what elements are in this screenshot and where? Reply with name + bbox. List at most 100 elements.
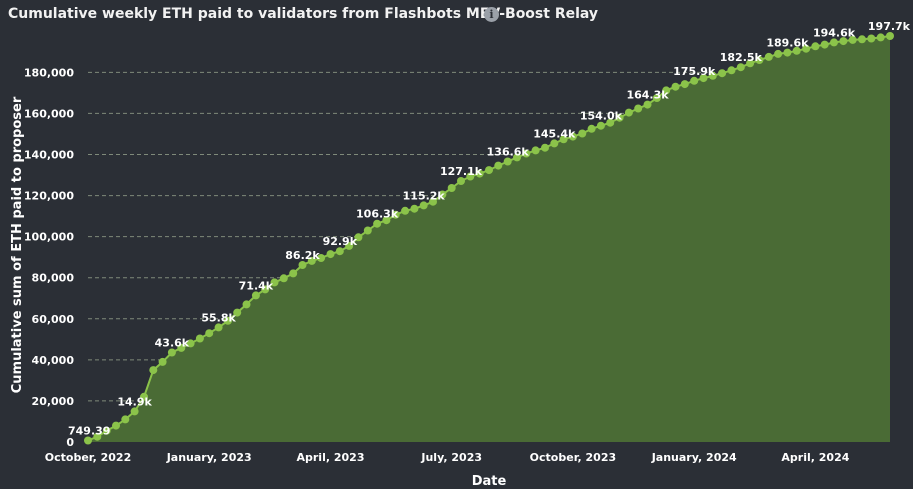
data-point — [233, 308, 242, 317]
data-point — [680, 80, 689, 89]
data-point — [93, 432, 102, 441]
data-point — [643, 100, 652, 109]
x-axis-ticks: October, 2022 January, 2023 April, 2023 Jul… — [45, 451, 850, 464]
data-point — [177, 343, 186, 352]
data-point — [531, 146, 540, 155]
data-point — [149, 366, 158, 375]
data-point — [764, 52, 773, 61]
data-point — [606, 118, 615, 127]
x-axis-title: Date — [472, 474, 507, 489]
data-point — [401, 206, 410, 215]
data-point — [317, 254, 326, 262]
data-point — [634, 104, 643, 113]
data-label: 164.3k — [626, 89, 669, 102]
data-point — [214, 323, 223, 332]
data-label: 136.6k — [487, 146, 530, 159]
data-point — [811, 42, 820, 51]
data-point — [662, 86, 671, 95]
y-tick-label: 100,000 — [24, 231, 74, 244]
data-point — [708, 71, 717, 80]
data-point — [261, 285, 270, 294]
data-point — [550, 139, 559, 148]
data-point — [755, 56, 764, 64]
data-point — [438, 190, 447, 199]
data-point — [587, 124, 596, 133]
data-point — [289, 269, 298, 278]
data-point — [205, 329, 214, 338]
area-fill — [88, 36, 890, 442]
data-point — [774, 49, 783, 58]
data-label: 749.39 — [68, 425, 110, 438]
data-point — [867, 34, 876, 43]
data-point — [746, 59, 755, 68]
y-axis-ticks: 0 20,000 40,000 60,000 80,000 100,000 120,000 1… — [24, 66, 74, 449]
data-point — [494, 161, 503, 170]
data-point — [270, 278, 279, 287]
data-label: 175.9k — [673, 65, 716, 78]
data-label: 14.9k — [117, 395, 152, 408]
data-label: 194.6k — [813, 26, 856, 39]
data-point — [363, 226, 372, 235]
data-point — [652, 94, 661, 102]
data-point — [279, 274, 288, 283]
data-point — [820, 40, 829, 49]
data-point — [102, 426, 111, 435]
data-point — [373, 219, 382, 228]
data-point — [578, 129, 587, 138]
y-tick-label: 160,000 — [24, 107, 74, 120]
data-point — [354, 233, 363, 242]
data-point — [830, 38, 838, 47]
data-point — [485, 166, 493, 175]
data-point — [783, 48, 792, 57]
data-point — [624, 108, 633, 117]
data-point — [802, 44, 811, 53]
data-point — [345, 241, 354, 250]
data-point — [195, 334, 204, 343]
data-point — [223, 316, 232, 325]
data-label: 189.6k — [766, 37, 809, 50]
data-point — [596, 121, 605, 130]
x-tick-label: July, 2023 — [420, 451, 482, 464]
data-label: 145.4k — [533, 127, 576, 140]
data-point — [886, 32, 894, 40]
data-point — [699, 74, 708, 83]
y-axis-title: Cumulative sum of ETH paid to proposer — [10, 96, 25, 393]
data-point — [876, 33, 885, 42]
x-tick-label: April, 2023 — [297, 451, 365, 464]
y-tick-label: 120,000 — [24, 190, 74, 203]
data-label: 106.3k — [356, 208, 399, 221]
x-tick-label: October, 2022 — [45, 451, 131, 464]
data-point — [130, 407, 139, 416]
data-label: 43.6k — [155, 337, 190, 350]
data-label: 92.9k — [323, 235, 358, 248]
x-tick-label: January, 2024 — [651, 451, 737, 464]
y-tick-label: 20,000 — [32, 395, 75, 408]
data-point — [158, 357, 167, 366]
data-point — [503, 157, 512, 166]
data-point — [541, 143, 549, 152]
data-point — [167, 348, 176, 357]
data-point — [447, 184, 456, 192]
data-point — [140, 392, 148, 401]
data-label: 182.5k — [720, 51, 763, 64]
data-point — [84, 436, 92, 445]
data-point — [121, 415, 130, 424]
data-point — [671, 82, 680, 91]
data-point — [727, 66, 736, 75]
data-point — [112, 421, 120, 430]
x-tick-label: April, 2024 — [781, 451, 849, 464]
data-label: 71.4k — [239, 279, 274, 292]
data-label: 115.2k — [403, 189, 446, 202]
data-point — [410, 204, 419, 213]
data-point — [559, 135, 568, 144]
data-point — [466, 172, 475, 181]
data-point — [457, 177, 465, 185]
y-tick-label: 60,000 — [32, 313, 75, 326]
data-point — [251, 291, 260, 300]
y-tick-label: 0 — [66, 436, 74, 449]
info-icon[interactable]: i — [484, 7, 499, 22]
y-tick-label: 180,000 — [24, 66, 74, 79]
data-point — [429, 197, 437, 206]
